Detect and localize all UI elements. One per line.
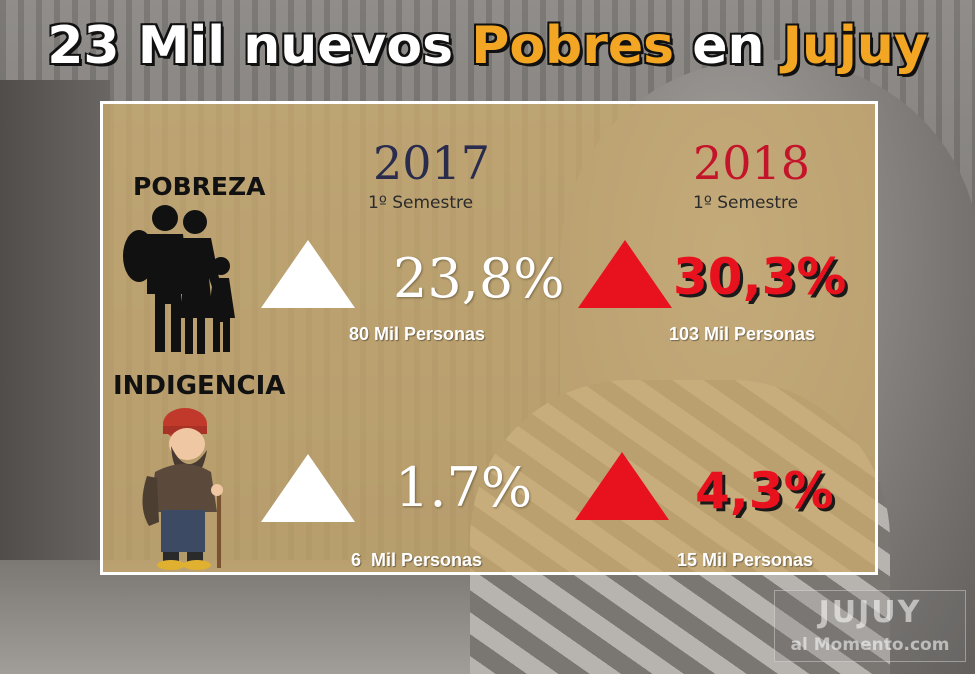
year-2018: 2018 bbox=[693, 136, 811, 190]
label-indigencia: INDIGENCIA bbox=[113, 371, 286, 401]
stats-panel: 2017 1º Semestre 2018 1º Semestre POBREZ… bbox=[100, 101, 878, 575]
headline-part1: 23 Mil nuevos bbox=[47, 16, 472, 76]
watermark-top: JUJUY bbox=[818, 595, 922, 630]
pobreza-2017-percent: 23,8% bbox=[393, 247, 565, 310]
headline: 23 Mil nuevos Pobres en Jujuy bbox=[0, 16, 975, 76]
pobreza-2018-percent: 30,3% bbox=[673, 248, 847, 306]
watermark-logo: JUJUY al Momento.com bbox=[774, 590, 966, 662]
semester-2018: 1º Semestre bbox=[693, 193, 799, 213]
pobreza-2017-people: 80 Mil Personas bbox=[349, 324, 486, 344]
indigencia-2018-percent: 4,3% bbox=[695, 462, 834, 520]
headline-part2: en bbox=[674, 16, 783, 76]
headline-highlight-jujuy: Jujuy bbox=[782, 16, 928, 76]
watermark-bottom: al Momento.com bbox=[790, 635, 950, 655]
up-triangle-pobreza-2017 bbox=[261, 240, 355, 308]
up-triangle-indigencia-2018 bbox=[575, 452, 669, 520]
pobreza-2018-people: 103 Mil Personas bbox=[669, 324, 816, 344]
indigencia-2017-people: 6 Mil Personas bbox=[351, 550, 483, 570]
up-triangle-pobreza-2018 bbox=[578, 240, 672, 308]
headline-highlight-pobres: Pobres bbox=[471, 16, 675, 76]
family-icon bbox=[123, 205, 235, 354]
semester-2017: 1º Semestre bbox=[368, 193, 474, 213]
beggar-icon bbox=[142, 408, 223, 570]
up-triangle-indigencia-2017 bbox=[261, 454, 355, 522]
indigencia-2017-percent: 1.7% bbox=[395, 456, 533, 519]
year-2017: 2017 bbox=[373, 136, 491, 190]
indigencia-2018-people: 15 Mil Personas bbox=[677, 550, 814, 570]
label-pobreza: POBREZA bbox=[133, 172, 266, 201]
